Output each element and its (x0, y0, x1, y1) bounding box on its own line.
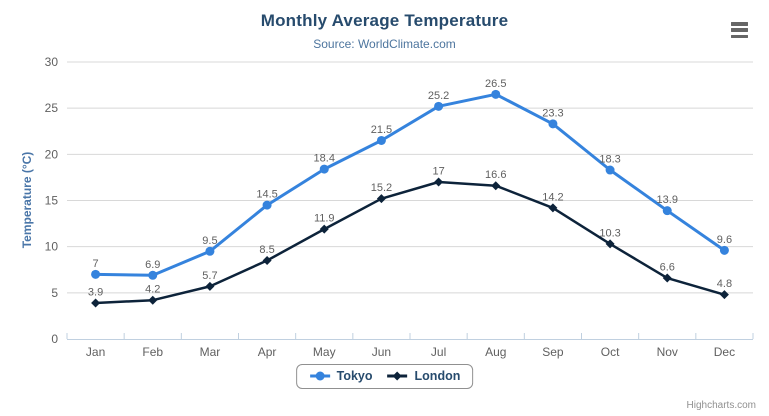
x-axis-label: Nov (657, 345, 678, 359)
data-point-marker[interactable] (319, 224, 329, 234)
data-label: 9.6 (717, 234, 732, 246)
data-point-marker[interactable] (148, 295, 158, 305)
x-axis-label: May (313, 345, 336, 359)
y-axis-label: 20 (45, 147, 59, 161)
data-point-marker[interactable] (205, 246, 215, 256)
data-label: 26.5 (485, 78, 506, 90)
data-point-marker[interactable] (91, 298, 101, 308)
chart-title: Monthly Average Temperature (260, 11, 509, 30)
data-point-marker[interactable] (548, 119, 558, 129)
data-label: 13.9 (657, 194, 678, 206)
data-point-marker[interactable] (491, 181, 501, 191)
x-axis-label: Feb (142, 345, 163, 359)
data-label: 4.8 (717, 278, 732, 290)
diamond-legend-marker-icon (387, 371, 408, 381)
x-axis-label: Sep (542, 345, 564, 359)
data-label: 7 (93, 258, 99, 270)
y-axis-label: 30 (45, 55, 59, 69)
data-point-marker[interactable] (605, 165, 615, 175)
x-axis-label: Dec (714, 345, 735, 359)
data-point-marker[interactable] (205, 281, 215, 291)
data-label: 15.2 (371, 182, 392, 194)
y-axis-label: 5 (51, 286, 58, 300)
data-label: 11.9 (314, 213, 335, 225)
data-point-marker[interactable] (548, 203, 558, 213)
data-point-marker[interactable] (91, 269, 101, 279)
data-point-marker[interactable] (434, 177, 444, 187)
y-axis-label: 15 (45, 194, 59, 208)
data-label: 14.2 (542, 191, 563, 203)
data-point-marker[interactable] (491, 89, 501, 99)
data-point-marker[interactable] (434, 101, 444, 111)
data-label: 8.5 (259, 244, 274, 256)
chart-subtitle: Source: WorldClimate.com (313, 37, 456, 51)
data-label: 18.4 (314, 153, 335, 165)
data-label: 5.7 (202, 270, 217, 282)
x-axis-label: Apr (258, 345, 277, 359)
x-axis-label: Aug (485, 345, 506, 359)
legend: Tokyo London (295, 364, 474, 389)
x-axis-label: Mar (200, 345, 221, 359)
data-label: 3.9 (88, 286, 103, 298)
credits-link[interactable]: Highcharts.com (686, 400, 756, 411)
y-axis-label: 10 (45, 240, 59, 254)
legend-label: Tokyo (336, 369, 373, 383)
data-label: 18.3 (599, 154, 620, 166)
legend-label: London (414, 369, 461, 383)
data-label: 17 (432, 166, 444, 178)
data-label: 6.9 (145, 259, 160, 271)
data-point-marker[interactable] (719, 245, 729, 255)
x-axis-label: Jul (431, 345, 446, 359)
data-point-marker[interactable] (719, 290, 729, 300)
hamburger-icon (731, 28, 748, 32)
data-label: 16.6 (485, 169, 506, 181)
data-point-marker[interactable] (662, 206, 672, 216)
data-point-marker[interactable] (376, 194, 386, 204)
data-point-marker[interactable] (319, 164, 329, 174)
data-point-marker[interactable] (605, 239, 615, 249)
x-axis-label: Jan (86, 345, 105, 359)
legend-item-tokyo[interactable]: Tokyo (309, 369, 373, 383)
context-menu-button[interactable] (728, 20, 752, 40)
x-axis-label: Jun (372, 345, 391, 359)
series-line-london (94, 180, 726, 305)
data-label: 6.6 (660, 262, 675, 274)
data-point-marker[interactable] (148, 270, 158, 280)
y-axis-label: 0 (51, 332, 58, 346)
data-label: 14.5 (256, 189, 277, 201)
data-label: 21.5 (371, 124, 392, 136)
data-label: 23.3 (542, 107, 563, 119)
circle-legend-marker-icon (309, 371, 330, 381)
data-point-marker[interactable] (376, 135, 386, 145)
data-point-marker[interactable] (262, 256, 272, 266)
data-point-marker[interactable] (662, 273, 672, 283)
hamburger-icon (731, 22, 748, 26)
data-point-marker[interactable] (262, 200, 272, 210)
data-label: 4.2 (145, 284, 160, 296)
x-axis-label: Oct (601, 345, 620, 359)
legend-item-london[interactable]: London (387, 369, 461, 383)
data-label: 25.2 (428, 90, 449, 102)
series-line-tokyo (94, 92, 726, 277)
hamburger-icon (731, 34, 748, 38)
y-axis-label: 25 (45, 101, 59, 115)
data-label: 10.3 (599, 227, 620, 239)
data-label: 9.5 (202, 235, 217, 247)
